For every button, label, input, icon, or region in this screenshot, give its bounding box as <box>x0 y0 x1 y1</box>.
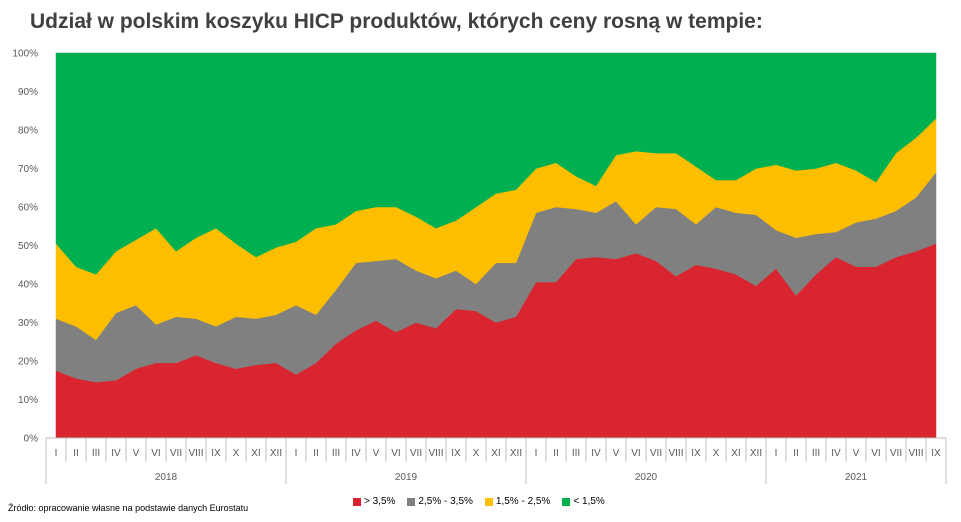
x-tick-label: XII <box>510 448 522 459</box>
x-tick-label: VIII <box>188 448 203 459</box>
y-tick-label: 10% <box>18 395 38 406</box>
x-tick-label: VII <box>650 448 662 459</box>
source-note: Źródło: opracowanie własne na podstawie … <box>8 503 249 513</box>
x-tick-label: III <box>572 448 580 459</box>
year-label: 2020 <box>635 472 658 483</box>
x-tick-label: VIII <box>428 448 443 459</box>
legend: > 3,5% 2,5% - 3,5% 1,5% - 2,5% < 1,5% <box>353 496 605 507</box>
y-tick-label: 30% <box>18 318 38 329</box>
y-tick-label: 100% <box>12 49 38 60</box>
x-tick-label: VI <box>391 448 400 459</box>
x-tick-label: VII <box>170 448 182 459</box>
legend-entry: < 1,5% <box>562 496 605 507</box>
x-tick-label: V <box>853 448 860 459</box>
x-tick-label: VII <box>410 448 422 459</box>
x-tick-label: IX <box>451 448 461 459</box>
legend-swatch <box>562 497 571 506</box>
area-series-group <box>55 52 937 439</box>
y-tick-label: 50% <box>18 241 38 252</box>
x-tick-label: VII <box>890 448 902 459</box>
x-tick-label: I <box>55 448 58 459</box>
y-tick-label: 70% <box>18 164 38 175</box>
legend-label: < 1,5% <box>573 496 605 507</box>
x-tick-label: II <box>313 448 319 459</box>
x-axis: I II III IV V VI VII VIII IX X XI XII I II III IV V VI VII… <box>45 437 947 484</box>
x-tick-label: V <box>133 448 140 459</box>
x-tick-label: VIII <box>908 448 923 459</box>
x-tick-label: X <box>713 448 720 459</box>
y-tick-label: 80% <box>18 126 38 137</box>
year-label: 2019 <box>395 472 418 483</box>
legend-entry: > 3,5% <box>353 496 395 507</box>
x-tick-label: IV <box>831 448 841 459</box>
chart-title: Udział w polskim koszyku HICP produktów,… <box>30 10 763 33</box>
legend-entry: 1,5% - 2,5% <box>484 496 551 507</box>
year-label: 2018 <box>155 472 178 483</box>
y-axis-ticks: 0% 10% 20% 30% 40% 50% 60% 70% 80% 90% 100% <box>12 49 38 445</box>
y-tick-label: 90% <box>18 87 38 98</box>
x-tick-label: IX <box>211 448 221 459</box>
legend-swatch <box>484 497 493 506</box>
legend-entry: 2,5% - 3,5% <box>407 496 473 507</box>
y-tick-label: 60% <box>18 203 38 214</box>
x-tick-label: VI <box>871 448 880 459</box>
x-tick-label: XII <box>750 448 762 459</box>
x-tick-label: X <box>233 448 240 459</box>
y-tick-label: 20% <box>18 357 38 368</box>
x-tick-label: II <box>73 448 79 459</box>
x-tick-label: IX <box>691 448 701 459</box>
y-tick-label: 40% <box>18 280 38 291</box>
x-tick-label: VI <box>631 448 640 459</box>
x-tick-label: III <box>812 448 820 459</box>
x-tick-label: XI <box>731 448 740 459</box>
legend-label: > 3,5% <box>364 496 396 507</box>
x-tick-label: VIII <box>668 448 683 459</box>
x-tick-label: IV <box>591 448 601 459</box>
x-tick-label: XII <box>270 448 282 459</box>
legend-swatch <box>353 497 361 506</box>
legend-swatch <box>407 497 416 506</box>
legend-label: 1,5% - 2,5% <box>495 496 551 507</box>
x-tick-label: III <box>332 448 340 459</box>
x-tick-label: I <box>295 448 298 459</box>
x-tick-label: XI <box>251 448 260 459</box>
x-tick-label: II <box>553 448 559 459</box>
x-tick-label: IV <box>111 448 121 459</box>
x-tick-label: X <box>473 448 480 459</box>
x-tick-label: V <box>613 448 620 459</box>
area-series-3 <box>55 52 937 275</box>
x-tick-label: III <box>92 448 100 459</box>
x-tick-label: V <box>373 448 380 459</box>
x-tick-label: IV <box>351 448 361 459</box>
x-tick-label: I <box>775 448 778 459</box>
x-tick-label: I <box>535 448 538 459</box>
year-label: 2021 <box>845 472 868 483</box>
legend-label: 2,5% - 3,5% <box>418 496 473 507</box>
x-tick-label: VI <box>151 448 160 459</box>
x-tick-label: IX <box>931 448 941 459</box>
x-tick-label: XI <box>491 448 500 459</box>
x-tick-label: II <box>793 448 799 459</box>
y-tick-label: 0% <box>24 434 39 445</box>
